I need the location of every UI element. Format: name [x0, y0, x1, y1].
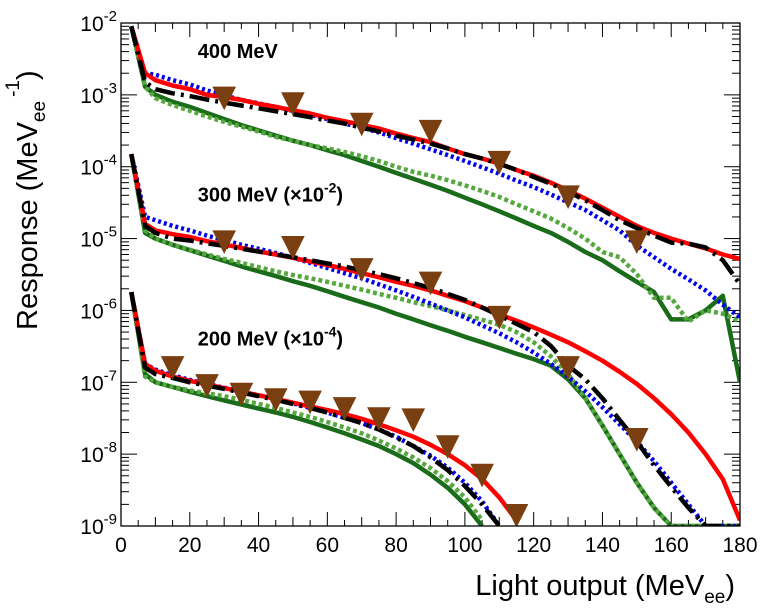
y-tick-base: 10 [80, 444, 103, 467]
marker-triangle [229, 382, 254, 407]
series-green-dotted [129, 25, 740, 324]
y-tick-exponent: -2 [104, 8, 117, 25]
marker-triangle [624, 230, 649, 255]
x-tick-label: 40 [247, 534, 270, 557]
annotation-exponent: -4 [324, 323, 337, 339]
marker-triangle [556, 356, 580, 380]
y-tick-exponent: -5 [104, 224, 117, 241]
marker-triangle [281, 92, 305, 116]
annotation-main: 400 MeV [198, 41, 279, 63]
y-tick-base: 10 [80, 516, 103, 539]
annotation-close: ) [336, 185, 343, 207]
x-tick-label: 180 [722, 534, 757, 557]
x-tick-label: 160 [654, 534, 689, 557]
x-tick-label: 80 [384, 534, 407, 557]
y-tick-label: 10-4 [80, 152, 117, 180]
x-axis-title-sub: ee [704, 587, 725, 608]
marker-triangle [212, 86, 237, 111]
marker-triangle [504, 504, 529, 526]
y-tick-exponent: -6 [104, 295, 117, 312]
marker-triangle [298, 390, 322, 415]
marker-triangle [470, 463, 494, 488]
marker-triangle [263, 388, 288, 412]
series-black-dashed [129, 291, 502, 526]
plot-frame [120, 22, 741, 527]
series-green-solid [129, 25, 740, 383]
x-axis-title-main: Light output (MeV [475, 570, 705, 602]
y-axis-title-main: Response (MeV [12, 121, 44, 330]
x-tick-label: 140 [585, 534, 620, 557]
marker-triangle [624, 428, 649, 452]
marker-triangle [487, 305, 512, 330]
y-tick-exponent: -4 [104, 152, 117, 169]
marker-triangle [401, 408, 426, 433]
marker-triangle [212, 230, 237, 255]
y-tick-label: 10-2 [80, 8, 117, 36]
data-markers [160, 86, 649, 526]
marker-triangle [332, 397, 357, 421]
x-axis-title-close: ) [725, 570, 735, 602]
x-tick-label: 120 [516, 534, 551, 557]
y-tick-label: 10-3 [80, 80, 117, 108]
series-green-solid [129, 291, 484, 526]
marker-triangle [367, 407, 391, 431]
x-axis-title: Light output (MeVee) [475, 570, 735, 608]
y-tick-exponent: -3 [104, 80, 117, 97]
y-axis-title-sup: -1 [3, 80, 24, 97]
marker-triangle [160, 356, 185, 380]
annotation-exponent: -2 [324, 180, 337, 196]
y-tick-base: 10 [80, 13, 103, 36]
marker-triangle [556, 185, 580, 210]
y-tick-base: 10 [80, 229, 103, 252]
marker-triangle [435, 435, 460, 459]
annotation-label: 200 MeV (×10-4) [198, 323, 343, 350]
series-green-dotted [129, 291, 484, 522]
y-tick-base: 10 [80, 300, 103, 323]
y-tick-base: 10 [80, 157, 103, 180]
series-blue-dotted [129, 25, 740, 320]
y-tick-label: 10-5 [80, 224, 117, 252]
annotation-main: 200 MeV (×10 [198, 328, 324, 350]
annotation-label: 400 MeV [198, 41, 279, 63]
marker-triangle [418, 119, 443, 144]
y-tick-exponent: -8 [104, 439, 117, 456]
y-tick-exponent: -7 [104, 367, 117, 384]
tick-labels: 0 20 40 60 80 100 120 140 160 18010-910-810-710-6… [80, 8, 757, 557]
annotation-main: 300 MeV (×10 [198, 185, 324, 207]
y-tick-base: 10 [80, 372, 103, 395]
x-tick-label: 0 [115, 534, 127, 557]
y-axis-title: Response (MeVee -1) [3, 70, 50, 330]
annotation-label: 300 MeV (×10-2) [198, 180, 343, 207]
y-tick-exponent: -9 [104, 511, 117, 528]
y-tick-label: 10-9 [80, 511, 117, 539]
y-tick-label: 10-6 [80, 295, 117, 323]
series-green-dotted [129, 153, 740, 526]
y-axis-title-sub: ee [29, 101, 50, 122]
x-tick-label: 20 [178, 534, 201, 557]
y-tick-label: 10-8 [80, 439, 117, 467]
annotation-close: ) [336, 328, 343, 350]
marker-triangle [349, 258, 374, 282]
marker-triangle [281, 236, 305, 260]
marker-triangle [195, 374, 219, 398]
marker-triangle [349, 112, 374, 137]
marker-triangle [418, 271, 443, 296]
x-tick-label: 100 [447, 534, 482, 557]
y-tick-base: 10 [80, 85, 103, 108]
y-tick-label: 10-7 [80, 367, 117, 395]
marker-triangle [487, 150, 512, 175]
y-axis-title-close: ) [12, 70, 44, 80]
x-tick-label: 60 [316, 534, 339, 557]
